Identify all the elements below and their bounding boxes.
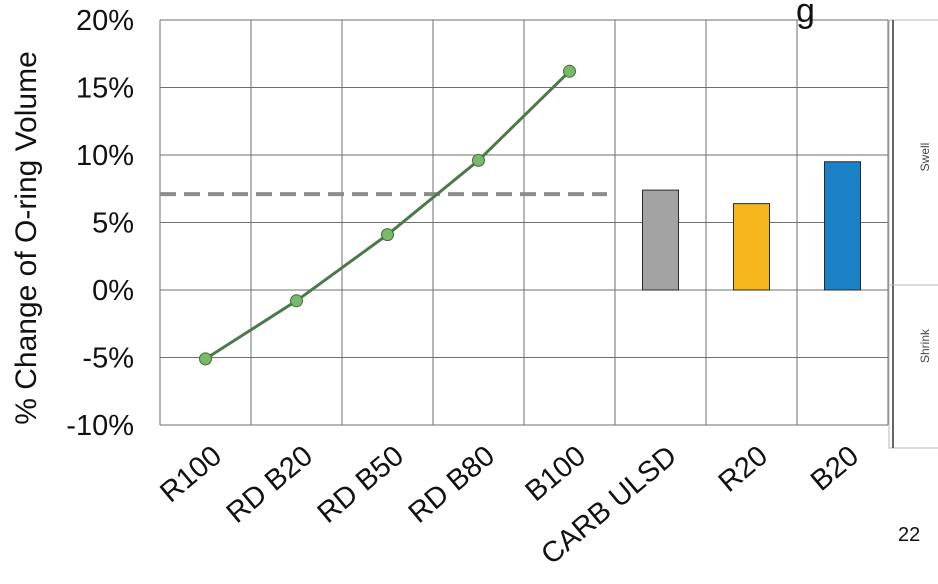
x-tick-label: RD B80 xyxy=(403,440,501,530)
line-series xyxy=(199,64,576,366)
y-tick-label: 20% xyxy=(76,5,134,37)
swell-shrink-panel: Swell Shrink xyxy=(888,19,938,449)
chart-grid xyxy=(159,19,889,426)
y-axis-label: % Change of O-ring Volume xyxy=(10,51,43,425)
y-tick-label: 0% xyxy=(92,275,134,307)
page-number: 22 xyxy=(898,524,920,546)
bar xyxy=(642,189,679,291)
data-point xyxy=(381,228,394,242)
x-tick-label: B20 xyxy=(805,440,865,498)
bar xyxy=(733,203,770,291)
bar-series xyxy=(642,161,861,291)
y-tick-label: 10% xyxy=(76,140,134,172)
data-point xyxy=(290,294,303,308)
y-tick-label: -10% xyxy=(66,410,134,442)
x-tick-label: R100 xyxy=(154,440,228,509)
data-point xyxy=(472,153,485,167)
data-point xyxy=(199,352,212,366)
x-tick-label: RD B20 xyxy=(221,440,319,530)
x-tick-label: B100 xyxy=(520,440,592,508)
swell-label: Swell xyxy=(918,143,932,172)
data-point xyxy=(563,64,576,78)
title-fragment: g xyxy=(796,0,815,30)
bar xyxy=(824,161,861,291)
y-tick-labels: 20% 15% 10% 5% 0% -5% -10% xyxy=(66,5,134,442)
series-line xyxy=(204,70,571,361)
shrink-label: Shrink xyxy=(918,328,932,363)
y-tick-label: -5% xyxy=(82,343,134,375)
y-tick-label: 15% xyxy=(76,73,134,105)
y-tick-label: 5% xyxy=(92,208,134,240)
x-tick-label: RD B50 xyxy=(312,440,410,530)
x-tick-label: R20 xyxy=(713,440,774,499)
